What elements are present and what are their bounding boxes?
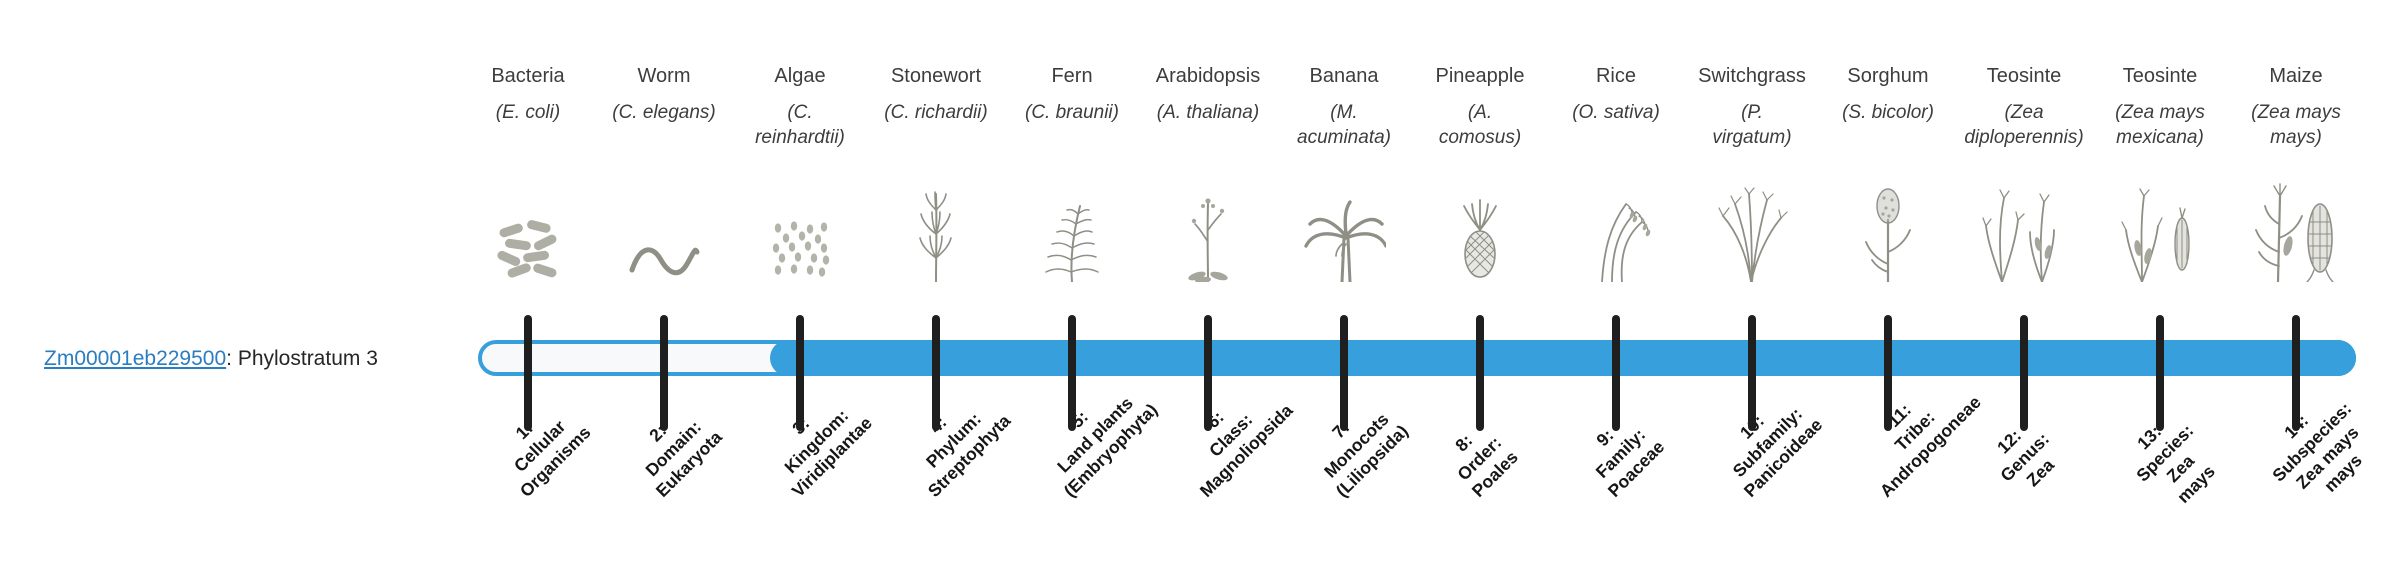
organism-common-name: Rice	[1595, 65, 1636, 87]
rice-icon	[1542, 168, 1690, 282]
organism-common-name: Banana	[1309, 65, 1379, 87]
organism-column-rice: Rice (O. sativa) 9: Family: Poaceae	[1548, 0, 1684, 580]
organism-common-name: Sorghum	[1847, 65, 1929, 87]
phylostratum-tick	[2156, 315, 2164, 431]
organism-column-maize: Maize (Zea mays mays) 14: Subspecies: Ze…	[2228, 0, 2366, 580]
organism-column-fern: Fern (C. braunii) 5: Land plants (Embryo…	[1004, 0, 1161, 580]
organism-common-name: Algae	[774, 65, 826, 87]
organism-scientific-name: (E. coli)	[495, 102, 561, 123]
phylostratum-tick	[1068, 315, 1076, 431]
organism-column-pineapple: Pineapple (A. comosus) 8: Order: Poales	[1412, 0, 1548, 580]
organism-common-name: Fern	[1051, 65, 1093, 87]
organism-column-switchgrass: Switchgrass (P. virgatum) 10: Subfamily:…	[1684, 0, 1826, 580]
organism-scientific-name: (C. richardii)	[884, 102, 988, 123]
phylostratum-tick	[2020, 315, 2028, 431]
organism-common-name: Teosinte	[2122, 65, 2198, 87]
organism-scientific-name: (Zea mays mexicana)	[2115, 102, 2205, 148]
organism-scientific-name: (O. sativa)	[1572, 102, 1660, 123]
phylostratum-axis-label: 3: Kingdom: Viridiplantae	[780, 405, 877, 501]
phylostratum-tick	[1612, 315, 1620, 431]
organism-column-stonewort: Stonewort (C. richardii) 4: Phylum: Stre…	[868, 0, 1014, 580]
phylostratum-tick	[1884, 315, 1892, 431]
pineapple-icon	[1406, 168, 1554, 282]
phylostratum-axis-label: 2: Domain: Eukaryota	[641, 416, 726, 501]
phylostratum-tick	[932, 315, 940, 431]
organism-scientific-name: (C. elegans)	[612, 102, 716, 123]
banana-icon	[1270, 168, 1418, 282]
phylostratum-axis-label: 4: Phylum: Streptophyta	[922, 408, 1015, 501]
gene-label: Zm00001eb229500: Phylostratum 3	[44, 346, 378, 371]
organism-scientific-name: (S. bicolor)	[1842, 102, 1934, 123]
organism-scientific-name: (C. reinhardtii)	[755, 102, 845, 148]
bacteria-icon	[454, 168, 602, 282]
switchgrass-icon	[1678, 168, 1826, 282]
phylostratum-tick	[1340, 315, 1348, 431]
maize-icon	[2222, 168, 2370, 282]
organism-common-name: Pineapple	[1435, 65, 1525, 87]
organism-column-sorghum: Sorghum (S. bicolor) 11: Tribe: Andropog…	[1820, 0, 1985, 580]
organism-column-teosinte-mexicana: Teosinte (Zea mays mexicana) 13: Species…	[2092, 0, 2228, 580]
organism-scientific-name: (A. comosus)	[1438, 102, 1522, 148]
phylostratum-bar-fill	[770, 340, 2356, 376]
fern-icon	[998, 168, 1146, 282]
organism-scientific-name: (P. virgatum)	[1712, 102, 1792, 148]
organism-column-teosinte-diploperennis: Teosinte (Zea diploperennis) 12: Genus: …	[1956, 0, 2092, 580]
teosinte-mexicana-icon	[2086, 168, 2234, 282]
organism-common-name: Maize	[2269, 65, 2323, 87]
phylostratum-tick	[1476, 315, 1484, 431]
phylostratum-axis-label: 9: Family: Poaceae	[1591, 424, 1669, 501]
sorghum-icon	[1814, 168, 1962, 282]
organism-scientific-name: (M. acuminata)	[1297, 102, 1391, 148]
organism-column-algae: Algae (C. reinhardtii) 3: Kingdom:	[732, 0, 876, 580]
gene-phylostratum-text: : Phylostratum 3	[226, 347, 378, 370]
phylostratum-axis-label: 7: Monocots (Liliopsida)	[1320, 409, 1412, 501]
stonewort-icon	[862, 168, 1010, 282]
organism-common-name: Arabidopsis	[1155, 65, 1261, 87]
organism-scientific-name: (C. braunii)	[1025, 102, 1119, 123]
phylostratum-tick	[660, 315, 668, 431]
organism-scientific-name: (Zea mays mays)	[2251, 102, 2341, 148]
phylostratum-tick	[1748, 315, 1756, 431]
organism-column-worm: Worm (C. elegans) 2: Domain: Eukaryota	[596, 0, 732, 580]
phylostratum-axis-label: 14: Subspecies: Zea mays mays	[2268, 398, 2366, 496]
organism-scientific-name: (A. thaliana)	[1156, 102, 1260, 123]
phylostratum-tick	[524, 315, 532, 431]
phylostratum-tick	[1204, 315, 1212, 431]
organism-common-name: Switchgrass	[1698, 65, 1806, 87]
arabidopsis-icon	[1134, 168, 1282, 282]
phylostratum-axis-label: 10: Subfamily: Panicoideae	[1728, 403, 1827, 501]
organism-column-bacteria: Bacteria (E. coli) 1: Cellular Organisms	[460, 0, 596, 580]
teosinte-diploperennis-icon	[1950, 168, 2098, 282]
phylostratum-axis-label: 1: Cellular Organisms	[509, 416, 595, 501]
phylostratum-axis-label: 13: Species: Zea mays	[2132, 420, 2219, 507]
phylostratum-tick	[796, 315, 804, 431]
worm-icon	[590, 168, 738, 282]
organism-common-name: Bacteria	[491, 65, 565, 87]
organism-column-banana: Banana (M. acuminata) 7: Monocots (Lilio…	[1276, 0, 1412, 580]
gene-id-link[interactable]: Zm00001eb229500	[44, 347, 227, 370]
organism-scientific-name: (Zea diploperennis)	[1964, 102, 2084, 148]
algae-icon	[726, 168, 874, 282]
organism-common-name: Worm	[637, 65, 691, 87]
organism-column-arabidopsis: Arabidopsis (A. thaliana) 6: Class: Magn…	[1140, 0, 1297, 580]
organism-common-name: Stonewort	[890, 65, 982, 87]
organism-common-name: Teosinte	[1986, 65, 2062, 87]
phylostratum-tick	[2292, 315, 2300, 431]
